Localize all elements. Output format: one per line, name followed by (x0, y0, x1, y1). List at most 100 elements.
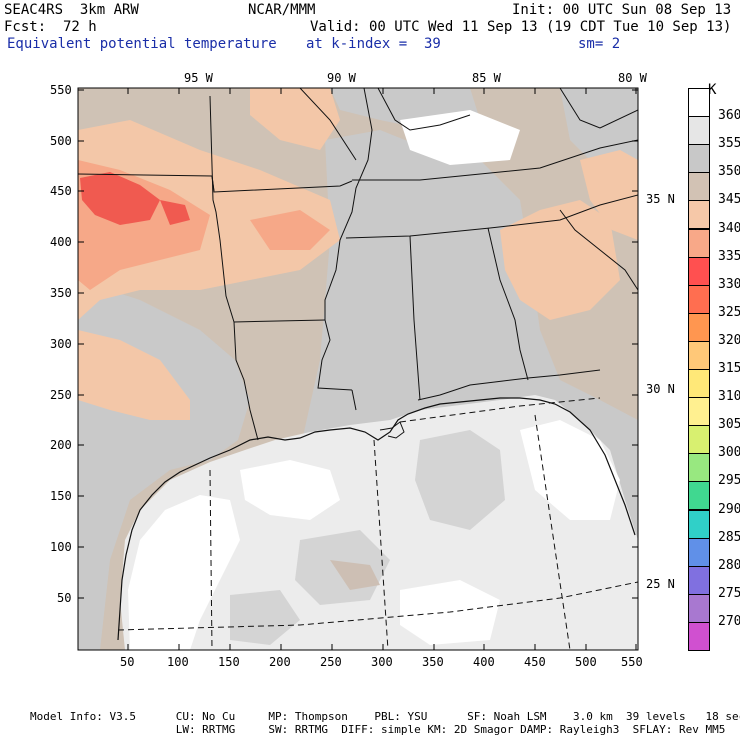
x-tick-label: 300 (371, 655, 393, 669)
x-tick-label: 150 (218, 655, 240, 669)
y-tick-label: 300 (50, 337, 72, 351)
colorbar-swatch (688, 593, 710, 623)
colorbar-label: 335 (718, 248, 740, 264)
colorbar-label: 305 (718, 417, 740, 433)
x-tick-label: 200 (269, 655, 291, 669)
theta-e-330-region (80, 172, 160, 225)
y-tick-label: 200 (50, 438, 72, 452)
y-tick-label: 50 (57, 591, 72, 605)
theta-e-360-region (520, 420, 620, 520)
lat-label: 25 N (646, 577, 675, 591)
x-tick-label: 450 (524, 655, 546, 669)
colorbar-swatch (688, 284, 710, 314)
theta-e-340-region (78, 330, 190, 420)
theta-e-360-region (400, 110, 520, 165)
lon-label: 90 W (327, 71, 356, 85)
colorbar-label: 270 (718, 613, 740, 629)
colorbar-label: 330 (718, 276, 740, 292)
colorbar-label: 290 (718, 501, 740, 517)
model-info-line-2: LW: RRTMG SW: RRTMG DIFF: simple KM: 2D … (30, 723, 726, 736)
theta-e-355-region (415, 430, 505, 530)
y-tick-label: 150 (50, 489, 72, 503)
smoothing-label: sm= 2 (578, 36, 621, 52)
axis-ticks (78, 88, 638, 650)
colorbar-swatch (688, 509, 710, 539)
theta-e-340-region (580, 150, 638, 240)
x-tick-label: 400 (473, 655, 495, 669)
colorbar-label: 340 (718, 220, 740, 236)
theta-e-340-region (250, 88, 340, 150)
lat-label: 35 N (646, 192, 675, 206)
model-info-line-1: Model Info: V3.5 CU: No Cu MP: Thompson … (30, 710, 740, 723)
colorbar-label: 345 (718, 192, 740, 208)
model-title: SEAC4RS 3km ARW (4, 2, 139, 18)
map-frame (77, 87, 639, 651)
colorbar-swatch (688, 369, 710, 399)
colorbar-swatch (688, 116, 710, 146)
colorbar-label: 300 (718, 445, 740, 461)
colorbar-swatch (688, 340, 710, 370)
y-tick-label: 250 (50, 388, 72, 402)
x-tick-label: 350 (422, 655, 444, 669)
lon-label: 85 W (472, 71, 501, 85)
colorbar-swatch (688, 425, 710, 455)
colorbar-swatch (688, 537, 710, 567)
colorbar-swatch (688, 88, 710, 118)
theta-e-355-region (330, 560, 380, 590)
y-tick-label: 400 (50, 235, 72, 249)
theta-e-340-region (78, 120, 340, 320)
gulf-coastline (117, 397, 636, 641)
valid-time: Valid: 00 UTC Wed 11 Sep 13 (19 CDT Tue … (310, 19, 732, 35)
lon-label: 80 W (618, 71, 647, 85)
state-boundaries (78, 88, 638, 441)
colorbar-label: 285 (718, 529, 740, 545)
colorbar-label: 360 (718, 108, 740, 124)
org-label: NCAR/MMM (248, 2, 316, 18)
theta-e-335-region (250, 210, 330, 250)
colorbar-swatch (688, 621, 710, 651)
colorbar-label: 295 (718, 473, 740, 489)
forecast-hour: Fcst: 72 h (4, 19, 97, 35)
colorbar-swatch (688, 453, 710, 483)
x-tick-label: 100 (167, 655, 189, 669)
colorbar-label: 280 (718, 557, 740, 573)
x-tick-label: 500 (575, 655, 597, 669)
colorbar-label: 355 (718, 136, 740, 152)
colorbar-label: 350 (718, 164, 740, 180)
colorbar-swatch (688, 565, 710, 595)
y-tick-label: 350 (50, 286, 72, 300)
colorbar-swatch (688, 397, 710, 427)
colorbar-label: 310 (718, 389, 740, 405)
lat-label: 30 N (646, 382, 675, 396)
colorbar-label: 315 (718, 361, 740, 376)
lon-label: 95 W (184, 71, 213, 85)
colorbar-swatch (688, 144, 710, 174)
mississippi-delta (379, 421, 405, 439)
colorbar-label: 320 (718, 332, 740, 348)
y-tick-label: 450 (50, 184, 72, 198)
colorbar-swatch (688, 312, 710, 342)
graticule (117, 397, 638, 650)
theta-e-330-region (160, 200, 190, 225)
colorbar-swatch (688, 228, 710, 258)
x-tick-label: 250 (320, 655, 342, 669)
theta-e-340-region (500, 200, 620, 320)
colorbar-swatch (688, 256, 710, 286)
colorbar-label: 325 (718, 304, 740, 320)
colorbar-label: 275 (718, 585, 740, 601)
colorbar-swatch (688, 172, 710, 202)
level-label: at k-index = 39 (306, 36, 441, 52)
colorbar-unit: K (708, 82, 717, 98)
y-tick-label: 100 (50, 540, 72, 554)
x-tick-label: 550 (621, 655, 643, 669)
field-name: Equivalent potential temperature (7, 36, 277, 52)
y-tick-label: 550 (50, 83, 72, 97)
theta-e-360-region (240, 460, 340, 520)
colorbar-swatch (688, 200, 710, 230)
theta-e-355-region (230, 590, 300, 645)
y-tick-label: 500 (50, 134, 72, 148)
init-time: Init: 00 UTC Sun 08 Sep 13 (512, 2, 732, 18)
colorbar-swatch (688, 481, 710, 511)
theta-e-360-region (128, 495, 240, 650)
